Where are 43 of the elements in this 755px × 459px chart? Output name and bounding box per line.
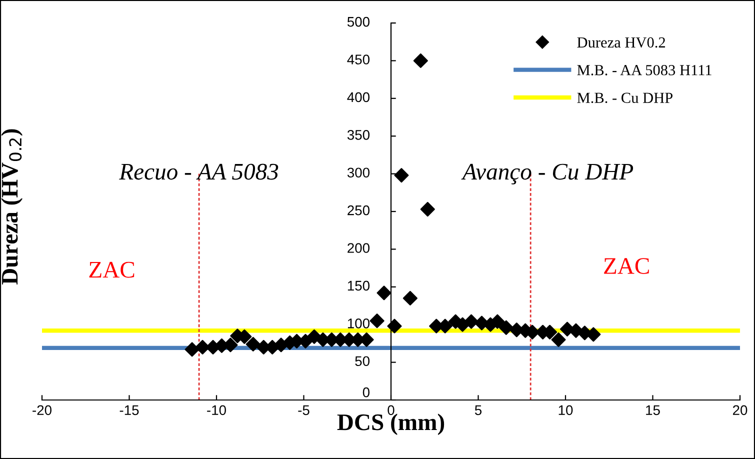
point	[387, 318, 402, 334]
point	[184, 342, 200, 357]
point	[551, 332, 566, 347]
x-tick-label: -20	[32, 405, 52, 416]
y-tick-label: 500	[347, 16, 370, 27]
annotation: Avanço - Cu DHP	[461, 164, 634, 184]
y-tick-label: 450	[347, 54, 370, 64]
point	[394, 168, 409, 183]
point	[195, 340, 210, 355]
point	[413, 53, 428, 68]
y-tick-label: 100	[348, 318, 370, 328]
y-tick-label: 0	[362, 387, 370, 398]
legend-label: Dureza HV0.2	[577, 37, 666, 48]
y-tick-label: 150	[348, 280, 370, 291]
y-axis-title: Dureza (HV$_{0.2}$)	[1, 129, 23, 285]
x-tick-label: -5	[298, 405, 310, 416]
y-tick-label: 400	[347, 92, 370, 102]
x-tick-label: 20	[732, 405, 748, 416]
point	[402, 290, 418, 306]
legend-label: M.B. - AA 5083 H111	[577, 64, 712, 76]
point	[370, 314, 384, 328]
annotation: ZAC	[604, 258, 649, 274]
y-tick-label: 250	[348, 205, 370, 216]
x-tick-label: 10	[558, 405, 573, 416]
point	[586, 327, 601, 342]
x-tick-label: 5	[474, 405, 482, 416]
y-tick-label: 50	[355, 356, 370, 366]
y-tick-label: 300	[347, 168, 370, 178]
x-tick-label: 0	[388, 405, 394, 416]
point	[420, 202, 435, 217]
x-tick-label: 15	[646, 405, 660, 416]
point	[246, 336, 260, 352]
legend-label: M.B. - Cu DHP	[577, 92, 673, 104]
x-tick-label: -15	[120, 405, 139, 416]
x-axis-title: DCS (mm)	[337, 414, 444, 436]
point	[498, 320, 514, 335]
annotation: Recuo - AA 5083	[119, 164, 278, 180]
point	[464, 314, 479, 329]
point	[376, 286, 392, 300]
annotation: ZAC	[89, 262, 134, 278]
y-tick-label: 200	[348, 243, 370, 253]
x-tick-label: -10	[207, 405, 226, 416]
y-tick-label: 350	[347, 130, 370, 140]
